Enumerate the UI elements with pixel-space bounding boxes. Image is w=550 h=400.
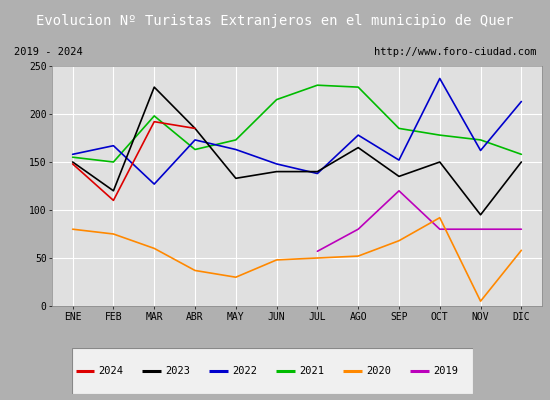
Text: 2019: 2019 [433,366,458,376]
FancyBboxPatch shape [72,348,473,394]
Text: 2022: 2022 [232,366,257,376]
Text: 2023: 2023 [165,366,190,376]
Text: 2020: 2020 [366,366,391,376]
Text: http://www.foro-ciudad.com: http://www.foro-ciudad.com [374,47,536,57]
Text: 2019 - 2024: 2019 - 2024 [14,47,82,57]
Text: 2021: 2021 [299,366,324,376]
Text: Evolucion Nº Turistas Extranjeros en el municipio de Quer: Evolucion Nº Turistas Extranjeros en el … [36,14,514,28]
Text: 2024: 2024 [98,366,123,376]
